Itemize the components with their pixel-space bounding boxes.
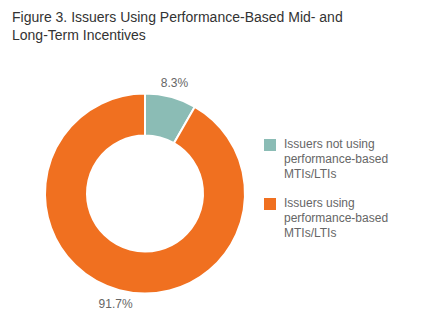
svg-text:8.3%: 8.3% [161, 76, 189, 90]
html-text:Figure 3. Issuers Using Perfor: Figure 3. Issuers Using Performance-Base… [12, 9, 343, 43]
html-text:Issuers not using performance-: Issuers not using performance-based MTIs… [284, 136, 389, 181]
html-text:Issuers using performance-base: Issuers using performance-based MTIs/LTI… [284, 195, 389, 240]
svg-text:91.7%: 91.7% [99, 297, 133, 311]
